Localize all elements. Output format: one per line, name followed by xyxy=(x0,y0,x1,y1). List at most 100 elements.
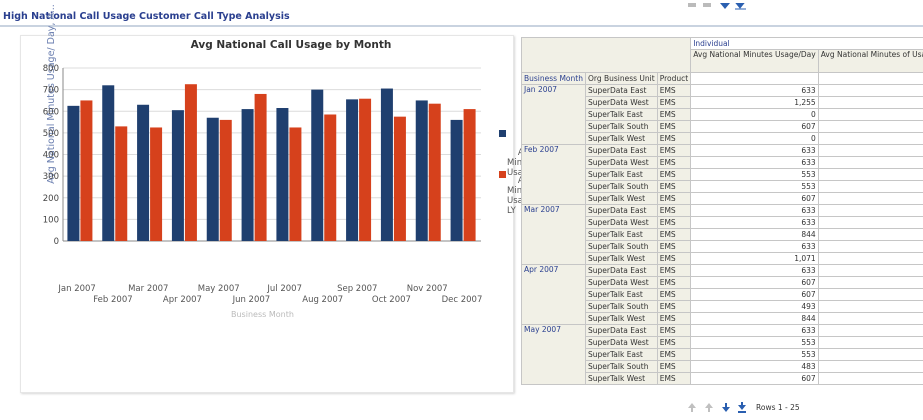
product-cell[interactable]: EMS xyxy=(656,96,692,109)
month-cell[interactable]: Apr 2007 xyxy=(521,264,586,325)
org-unit-cell[interactable]: SuperData East xyxy=(584,84,658,97)
bar-usage[interactable] xyxy=(450,119,463,241)
org-unit-cell[interactable]: SuperTalk East xyxy=(584,348,658,361)
product-cell[interactable]: EMS xyxy=(656,192,692,205)
bar-usage[interactable] xyxy=(346,99,359,241)
bar-usage[interactable] xyxy=(137,104,150,241)
org-unit-cell[interactable]: SuperTalk West xyxy=(584,252,658,265)
org-unit-cell[interactable]: SuperData East xyxy=(584,204,658,217)
product-cell[interactable]: EMS xyxy=(656,108,692,121)
prev-page-icon[interactable] xyxy=(704,402,714,413)
month-cell[interactable]: Jan 2007 xyxy=(521,84,586,145)
product-cell[interactable]: EMS xyxy=(656,204,692,217)
product-cell[interactable]: EMS xyxy=(656,228,692,241)
bar-usage[interactable] xyxy=(380,88,393,241)
product-cell[interactable]: EMS xyxy=(656,156,692,169)
usage-value-cell: 633 xyxy=(690,324,819,337)
month-cell[interactable]: Mar 2007 xyxy=(521,204,586,265)
row-header-business-month[interactable]: Business Month xyxy=(521,72,586,85)
product-cell[interactable]: EMS xyxy=(656,168,692,181)
product-cell[interactable]: EMS xyxy=(656,336,692,349)
org-unit-cell[interactable]: SuperData West xyxy=(584,156,658,169)
product-cell[interactable]: EMS xyxy=(656,240,692,253)
usage-value-cell: 633 xyxy=(690,216,819,229)
first-page-icon[interactable] xyxy=(687,402,697,413)
bar-usage[interactable] xyxy=(415,100,428,241)
product-cell[interactable]: EMS xyxy=(656,216,692,229)
org-unit-cell[interactable]: SuperTalk East xyxy=(584,108,658,121)
usage-value-cell: 1,071 xyxy=(690,252,819,265)
org-unit-cell[interactable]: SuperData East xyxy=(584,144,658,157)
product-cell[interactable]: EMS xyxy=(656,132,692,145)
y-tick-label: 300 xyxy=(43,172,59,182)
usage-value-cell: 844 xyxy=(690,228,819,241)
bar-usage-ly[interactable] xyxy=(80,100,93,241)
org-unit-cell[interactable]: SuperData West xyxy=(584,216,658,229)
column-header-usage[interactable]: Avg National Minutes Usage/Day xyxy=(690,49,819,73)
last-page-icon[interactable] xyxy=(737,402,747,413)
month-cell[interactable]: May 2007 xyxy=(521,324,586,385)
bar-usage[interactable] xyxy=(206,117,219,241)
bar-usage-ly[interactable] xyxy=(393,116,406,241)
org-unit-cell[interactable]: SuperData West xyxy=(584,276,658,289)
org-unit-cell[interactable]: SuperTalk South xyxy=(584,180,658,193)
org-unit-cell[interactable]: SuperData East xyxy=(584,264,658,277)
org-unit-cell[interactable]: SuperData West xyxy=(584,336,658,349)
bar-usage-ly[interactable] xyxy=(428,103,441,242)
next-page-icon[interactable] xyxy=(721,402,731,413)
org-unit-cell[interactable]: SuperTalk South xyxy=(584,360,658,373)
bar-usage[interactable] xyxy=(311,89,324,241)
bar-usage-ly[interactable] xyxy=(359,98,372,241)
usage-ly-value-cell xyxy=(817,180,923,193)
bar-usage-ly[interactable] xyxy=(115,126,128,241)
bar-usage-ly[interactable] xyxy=(219,119,232,241)
org-unit-cell[interactable]: SuperTalk West xyxy=(584,192,658,205)
org-unit-cell[interactable]: SuperData East xyxy=(584,324,658,337)
bar-usage[interactable] xyxy=(102,85,115,241)
product-cell[interactable]: EMS xyxy=(656,264,692,277)
product-cell[interactable]: EMS xyxy=(656,84,692,97)
org-unit-cell[interactable]: SuperTalk South xyxy=(584,120,658,133)
bar-usage-ly[interactable] xyxy=(463,109,476,242)
product-cell[interactable]: EMS xyxy=(656,348,692,361)
bar-usage-ly[interactable] xyxy=(150,127,163,241)
month-cell[interactable]: Feb 2007 xyxy=(521,144,586,205)
bar-usage-ly[interactable] xyxy=(289,127,302,241)
product-cell[interactable]: EMS xyxy=(656,372,692,385)
org-unit-cell[interactable]: SuperTalk West xyxy=(584,132,658,145)
product-cell[interactable]: EMS xyxy=(656,252,692,265)
arrow-up-icon[interactable] xyxy=(688,3,696,7)
x-tick-label: Oct 2007 xyxy=(371,295,411,305)
bar-usage-ly[interactable] xyxy=(184,84,197,241)
arrow-down-icon[interactable] xyxy=(720,3,730,9)
product-cell[interactable]: EMS xyxy=(656,120,692,133)
product-cell[interactable]: EMS xyxy=(656,324,692,337)
org-unit-cell[interactable]: SuperTalk South xyxy=(584,240,658,253)
bar-usage-ly[interactable] xyxy=(324,114,337,241)
column-header-usage-ly[interactable]: Avg National Minutes of Usage/Day LY xyxy=(817,49,923,73)
bar-usage[interactable] xyxy=(171,110,184,241)
org-unit-cell[interactable]: SuperTalk West xyxy=(584,312,658,325)
product-cell[interactable]: EMS xyxy=(656,288,692,301)
last-page-icon[interactable] xyxy=(734,2,746,10)
product-cell[interactable]: EMS xyxy=(656,312,692,325)
bar-usage-ly[interactable] xyxy=(254,93,267,241)
bar-usage[interactable] xyxy=(241,109,254,242)
row-header-product[interactable]: Product xyxy=(656,72,692,85)
org-unit-cell[interactable]: SuperData West xyxy=(584,96,658,109)
product-cell[interactable]: EMS xyxy=(656,180,692,193)
product-cell[interactable]: EMS xyxy=(656,144,692,157)
bar-usage[interactable] xyxy=(276,108,289,241)
row-header-org-unit[interactable]: Org Business Unit xyxy=(584,72,658,85)
product-cell[interactable]: EMS xyxy=(656,300,692,313)
product-cell[interactable]: EMS xyxy=(656,276,692,289)
arrow-up-icon[interactable] xyxy=(703,3,711,7)
product-cell[interactable]: EMS xyxy=(656,360,692,373)
org-unit-cell[interactable]: SuperTalk South xyxy=(584,300,658,313)
org-unit-cell[interactable]: SuperTalk East xyxy=(584,288,658,301)
org-unit-cell[interactable]: SuperTalk East xyxy=(584,228,658,241)
bar-usage[interactable] xyxy=(67,105,80,241)
usage-value-cell: 844 xyxy=(690,312,819,325)
org-unit-cell[interactable]: SuperTalk East xyxy=(584,168,658,181)
org-unit-cell[interactable]: SuperTalk West xyxy=(584,372,658,385)
